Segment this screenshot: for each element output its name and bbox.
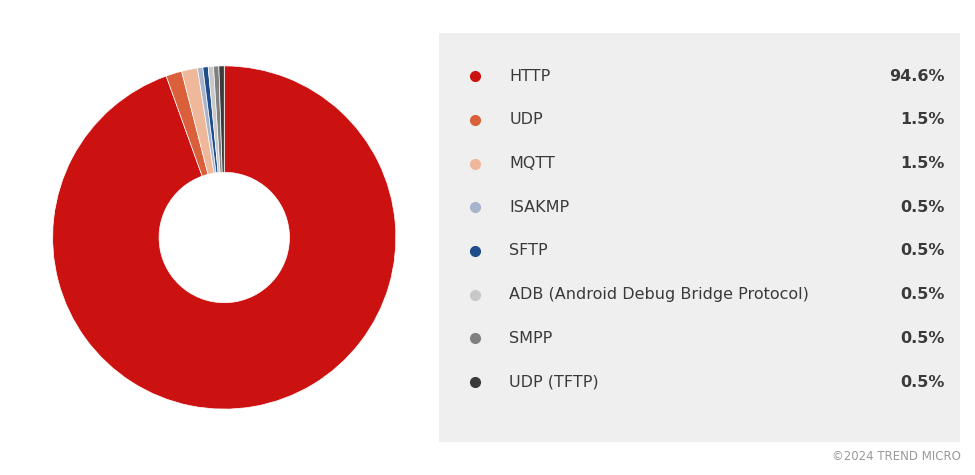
Text: 0.5%: 0.5% <box>900 287 945 302</box>
Text: HTTP: HTTP <box>509 69 551 84</box>
Text: 0.5%: 0.5% <box>900 200 945 215</box>
Text: UDP (TFTP): UDP (TFTP) <box>509 375 599 390</box>
Text: 1.5%: 1.5% <box>900 156 945 171</box>
Text: 0.5%: 0.5% <box>900 331 945 346</box>
Text: MQTT: MQTT <box>509 156 555 171</box>
Text: 0.5%: 0.5% <box>900 244 945 258</box>
Text: ©2024 TREND MICRO: ©2024 TREND MICRO <box>832 450 960 463</box>
Text: 0.5%: 0.5% <box>900 375 945 390</box>
Wedge shape <box>166 71 208 176</box>
Text: 1.5%: 1.5% <box>900 113 945 127</box>
Wedge shape <box>197 67 216 173</box>
Wedge shape <box>53 66 396 409</box>
Text: ISAKMP: ISAKMP <box>509 200 569 215</box>
Wedge shape <box>181 68 214 174</box>
Wedge shape <box>208 66 220 172</box>
Wedge shape <box>218 66 224 172</box>
Text: SFTP: SFTP <box>509 244 548 258</box>
Text: UDP: UDP <box>509 113 543 127</box>
Text: ADB (Android Debug Bridge Protocol): ADB (Android Debug Bridge Protocol) <box>509 287 809 302</box>
Text: SMPP: SMPP <box>509 331 553 346</box>
Text: 94.6%: 94.6% <box>889 69 945 84</box>
Wedge shape <box>203 66 218 173</box>
FancyBboxPatch shape <box>431 27 968 448</box>
Wedge shape <box>214 66 222 172</box>
